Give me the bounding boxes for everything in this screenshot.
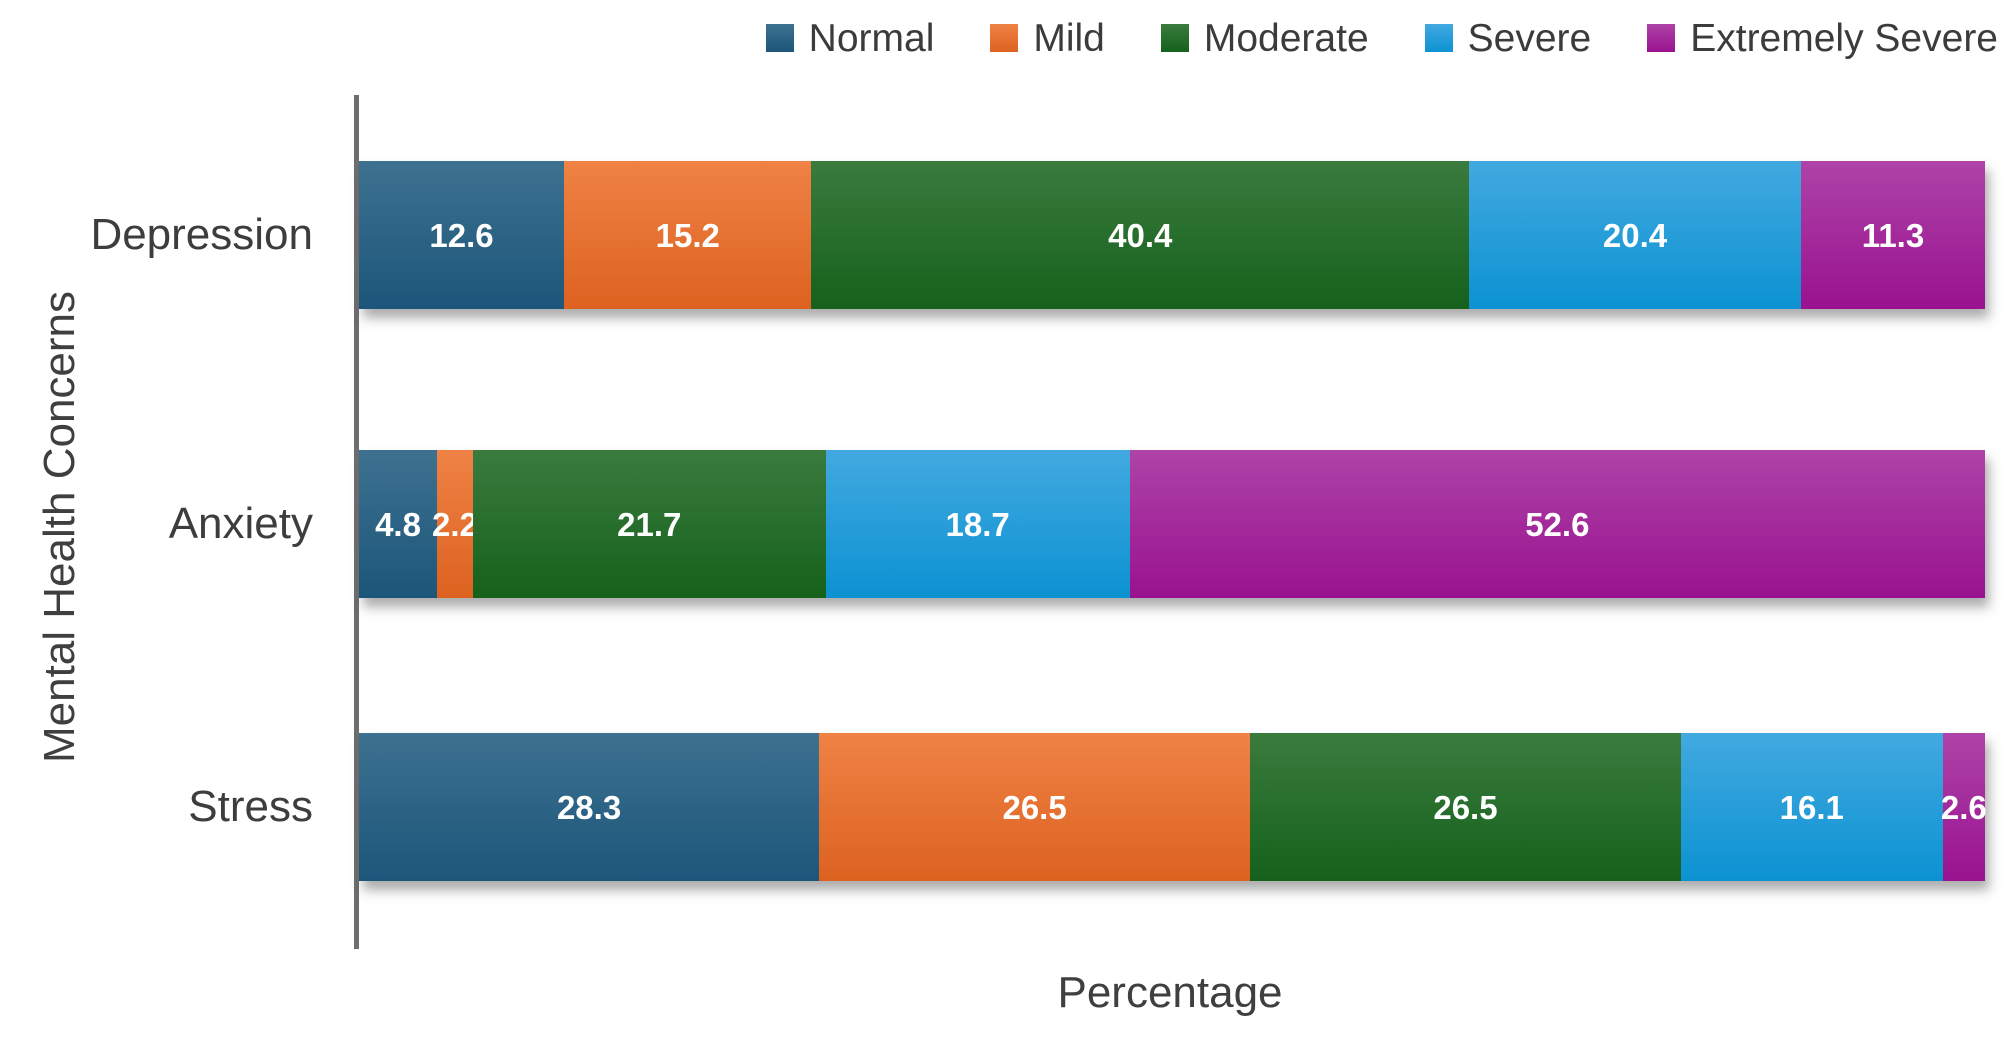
x-axis-title: Percentage — [1057, 968, 1283, 1017]
bar-segment: 20.4 — [1469, 161, 1802, 309]
legend-swatch-icon — [765, 24, 794, 52]
bar-segment: 11.3 — [1801, 161, 1985, 309]
bar-row-depression: Depression 12.6 15.2 40.4 20.4 11.3 — [90, 161, 1985, 309]
bar-segment: 18.7 — [825, 450, 1130, 598]
bar-segment: 26.5 — [1250, 733, 1681, 881]
legend-swatch-icon — [1160, 24, 1189, 52]
legend-label: Extremely Severe — [1690, 16, 1998, 60]
legend-item: Severe — [1424, 16, 1592, 60]
bar-segment: 40.4 — [811, 161, 1470, 309]
legend-label: Severe — [1467, 16, 1592, 60]
bar-segment-value: 15.2 — [655, 216, 720, 254]
legend-swatch-icon — [1647, 24, 1676, 52]
bar-segment: 16.1 — [1680, 733, 1943, 881]
legend-item: Mild — [990, 19, 1105, 58]
bar-segment: 12.6 — [359, 161, 565, 309]
category-label: Anxiety — [168, 499, 313, 548]
bar-segment-value: 12.6 — [429, 216, 494, 254]
bar-row-stress: Stress 28.3 26.5 26.5 16.1 2.6 — [188, 733, 1987, 881]
bar-row-anxiety: Anxiety 4.8 2.2 21.7 18.7 52.6 — [169, 450, 1985, 598]
legend-label: Moderate — [1203, 16, 1369, 60]
legend-label: Normal — [808, 16, 935, 60]
legend-swatch-icon — [1424, 24, 1453, 52]
bar-segment: 4.8 — [359, 450, 438, 598]
bar-segment-value: 4.8 — [375, 505, 421, 543]
bar-segment: 2.2 — [432, 450, 478, 598]
legend-item: Normal — [765, 16, 935, 60]
bar-segment: 21.7 — [472, 450, 826, 598]
legend-swatch-icon — [990, 24, 1019, 52]
bar-segment: 26.5 — [819, 733, 1251, 881]
bar-segment-value: 21.7 — [617, 505, 682, 543]
bar-segment-value: 40.4 — [1108, 216, 1173, 254]
legend-item: Extremely Severe — [1647, 19, 1998, 58]
bar-segment: 2.6 — [1940, 733, 1987, 881]
bar-segment: 52.6 — [1129, 450, 1985, 598]
legend-label: Mild — [1033, 16, 1105, 60]
bar-segment-value: 52.6 — [1525, 505, 1590, 543]
bar-segment-value: 2.6 — [1940, 788, 1987, 826]
bar-segment-value: 26.5 — [1002, 788, 1067, 826]
y-axis-title: Mental Health Concerns — [35, 290, 84, 764]
bar-segment-value: 20.4 — [1602, 216, 1668, 254]
bar-segment: 15.2 — [564, 161, 812, 309]
bar-segment-value: 26.5 — [1433, 788, 1498, 826]
bar-segment-value: 18.7 — [945, 505, 1010, 543]
legend-item: Moderate — [1160, 16, 1369, 60]
bar-segment-value: 28.3 — [556, 788, 622, 826]
category-label: Stress — [188, 782, 313, 831]
bar-segment: 28.3 — [359, 733, 820, 881]
plot-area: Depression 12.6 15.2 40.4 20.4 11.3 Anxiety 4.8… — [90, 95, 1987, 949]
bar-segment-value: 16.1 — [1779, 788, 1844, 826]
legend: Normal Mild Moderate Severe Extremely Severe — [765, 12, 1998, 64]
bar-segment-value: 2.2 — [432, 505, 478, 543]
bar-segment-value: 11.3 — [1861, 216, 1925, 254]
category-label: Depression — [90, 210, 313, 259]
